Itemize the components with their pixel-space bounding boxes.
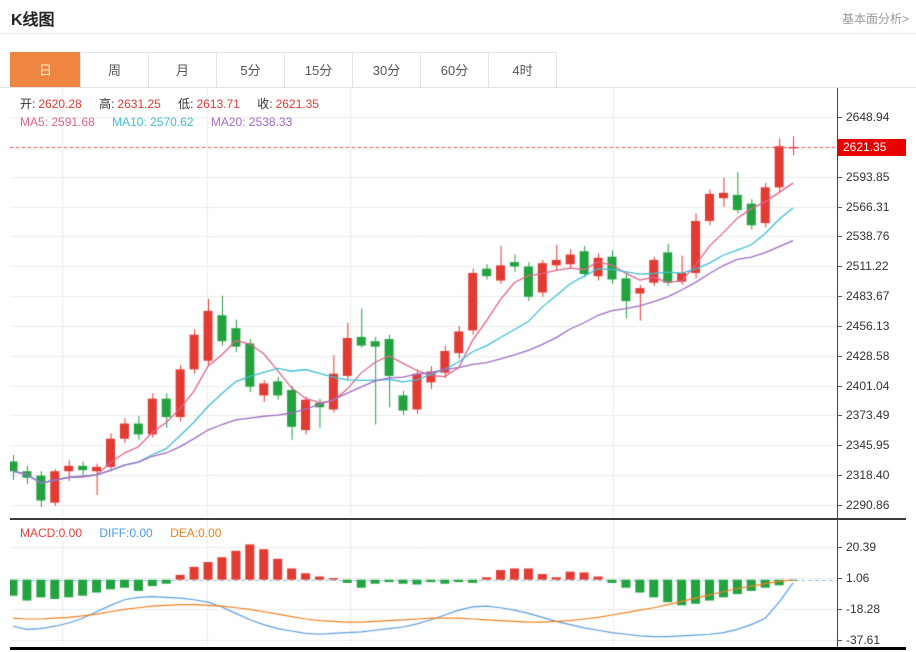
dea-label: DEA: bbox=[170, 526, 199, 540]
y-axis-label-tick bbox=[837, 475, 842, 476]
y-axis-label: 2483.67 bbox=[846, 289, 890, 303]
macd-axis-label-tick bbox=[837, 640, 842, 641]
y-axis-label-tick bbox=[837, 266, 842, 267]
y-axis-label: 2511.22 bbox=[846, 259, 889, 273]
open-label: 开: bbox=[20, 97, 36, 111]
page-title: K线图 bbox=[11, 12, 55, 29]
title-divider bbox=[0, 33, 916, 34]
ma5-value: 2591.68 bbox=[51, 115, 95, 129]
pane-separator bbox=[10, 518, 906, 520]
y-axis-label-tick bbox=[837, 326, 842, 327]
y-axis-label: 2290.86 bbox=[846, 498, 890, 512]
y-axis-label: 2456.13 bbox=[846, 319, 890, 333]
chart-container: 开: 2620.28 高: 2631.25 低: 2613.71 收: 2621.35 … bbox=[10, 88, 906, 650]
current-price-tag: 2621.35 bbox=[838, 139, 906, 156]
y-axis-label: 2648.94 bbox=[846, 110, 890, 124]
y-axis-label-tick bbox=[837, 386, 842, 387]
tab-5min[interactable]: 5分 bbox=[216, 52, 285, 88]
y-axis-label-tick bbox=[837, 207, 842, 208]
y-axis-label-tick bbox=[837, 415, 842, 416]
tab-day[interactable]: 日 bbox=[10, 52, 81, 88]
period-tabs: 日 周 月 5分 15分 30分 60分 4时 bbox=[10, 52, 557, 88]
y-axis-label-tick bbox=[837, 117, 842, 118]
macd-axis-label-tick bbox=[837, 609, 842, 610]
y-axis-label-tick bbox=[837, 296, 842, 297]
tab-60min[interactable]: 60分 bbox=[420, 52, 489, 88]
y-axis-label-tick bbox=[837, 445, 842, 446]
chart-bottom-border bbox=[10, 647, 906, 650]
open-value: 2620.28 bbox=[38, 97, 82, 111]
y-axis-label: 2538.76 bbox=[846, 229, 890, 243]
high-label: 高: bbox=[99, 97, 115, 111]
dea-value: 0.00 bbox=[198, 526, 222, 540]
ma10-value: 2570.62 bbox=[150, 115, 194, 129]
macd-label: MACD: bbox=[20, 526, 59, 540]
low-value: 2613.71 bbox=[196, 97, 240, 111]
low-label: 低: bbox=[178, 97, 194, 111]
close-label: 收: bbox=[257, 97, 273, 111]
ohlc-legend: 开: 2620.28 高: 2631.25 低: 2613.71 收: 2621.35 bbox=[20, 95, 319, 112]
y-axis-label: 2593.85 bbox=[846, 170, 890, 184]
macd-axis-label: -37.61 bbox=[846, 633, 881, 647]
y-axis-label: 2566.31 bbox=[846, 200, 890, 214]
macd-axis-label: -18.28 bbox=[846, 602, 881, 616]
macd-axis-label-tick bbox=[837, 547, 842, 548]
macd-axis-label: 20.39 bbox=[846, 540, 877, 554]
macd-axis-label-tick bbox=[837, 578, 842, 579]
y-axis-label: 2401.04 bbox=[846, 379, 890, 393]
y-axis-label: 2373.49 bbox=[846, 408, 890, 422]
macd-value: 0.00 bbox=[58, 526, 83, 540]
ma20-value: 2538.33 bbox=[248, 115, 293, 129]
y-axis-label: 2345.95 bbox=[846, 438, 890, 452]
fundamental-analysis-link[interactable]: 基本面分析> bbox=[841, 12, 909, 26]
y-axis-label-tick bbox=[837, 356, 842, 357]
macd-canvas[interactable] bbox=[10, 520, 837, 648]
ma-legend: MA5: 2591.68 MA10: 2570.62 MA20: 2538.33 bbox=[20, 115, 292, 129]
tab-month[interactable]: 月 bbox=[148, 52, 217, 88]
y-axis-label-tick bbox=[837, 177, 842, 178]
macd-axis-label: 1.06 bbox=[846, 571, 870, 585]
tab-30min[interactable]: 30分 bbox=[352, 52, 421, 88]
macd-legend: MACD:0.00 DIFF:0.00 DEA:0.00 bbox=[20, 526, 221, 540]
y-axis-label: 2318.40 bbox=[846, 468, 890, 482]
ma10-label: MA10: bbox=[112, 115, 147, 129]
tab-4hour[interactable]: 4时 bbox=[488, 52, 557, 88]
ma20-label: MA20: bbox=[210, 115, 246, 129]
y-axis-label-tick bbox=[837, 236, 842, 237]
diff-label: DIFF: bbox=[99, 526, 130, 540]
tab-week[interactable]: 周 bbox=[80, 52, 149, 88]
y-axis-label: 2428.58 bbox=[846, 349, 890, 363]
close-value: 2621.35 bbox=[275, 97, 319, 111]
high-value: 2631.25 bbox=[117, 97, 161, 111]
diff-value: 0.00 bbox=[129, 526, 153, 540]
y-axis-label-tick bbox=[837, 505, 842, 506]
ma5-label: MA5: bbox=[20, 115, 49, 129]
main-candlestick-canvas[interactable] bbox=[10, 88, 837, 520]
tab-15min[interactable]: 15分 bbox=[284, 52, 353, 88]
y-axis-border bbox=[837, 88, 838, 647]
tabs-underline bbox=[0, 87, 916, 88]
